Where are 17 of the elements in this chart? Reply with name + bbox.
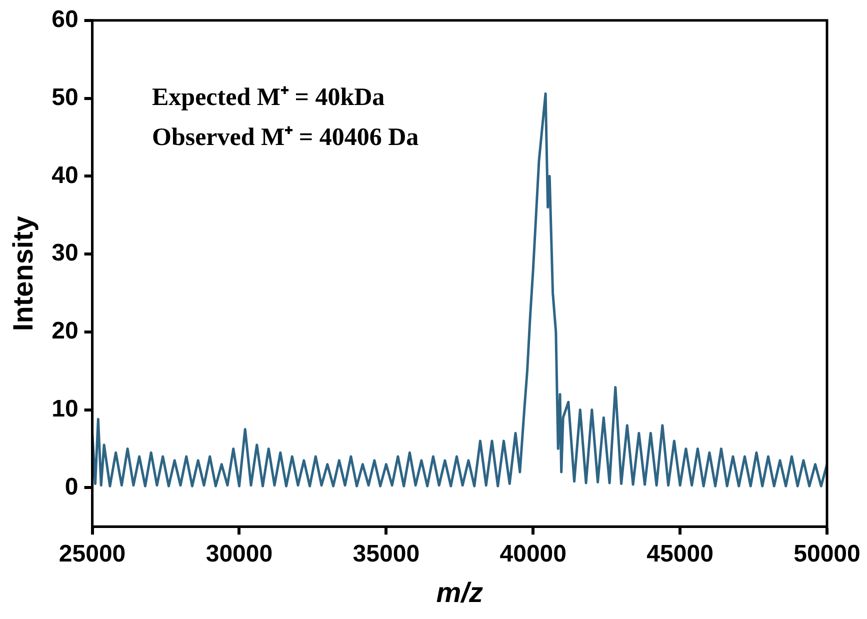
y-axis-title: Intensity [8,216,39,332]
y-tick-label: 40 [52,162,78,189]
y-tick-label: 0 [64,473,78,500]
y-tick-label: 10 [52,395,78,422]
x-tick-label: 35000 [352,540,420,568]
annotation: Observed M⁺ = 40406 Da [152,123,419,153]
annotation: Expected M⁺ = 40kDa [152,83,386,113]
x-tick-label: 30000 [206,540,273,568]
x-tick-label: 45000 [646,540,714,568]
y-tick-label: 20 [52,318,78,345]
x-axis-title: m/z [436,576,483,608]
y-tick-label: 50 [52,84,78,111]
x-tick-label: 40000 [500,540,566,568]
x-tick-label: 50000 [794,540,860,568]
y-tick-label: 60 [52,6,78,34]
y-tick-label: 30 [52,240,78,267]
x-tick-label: 25000 [58,540,126,568]
